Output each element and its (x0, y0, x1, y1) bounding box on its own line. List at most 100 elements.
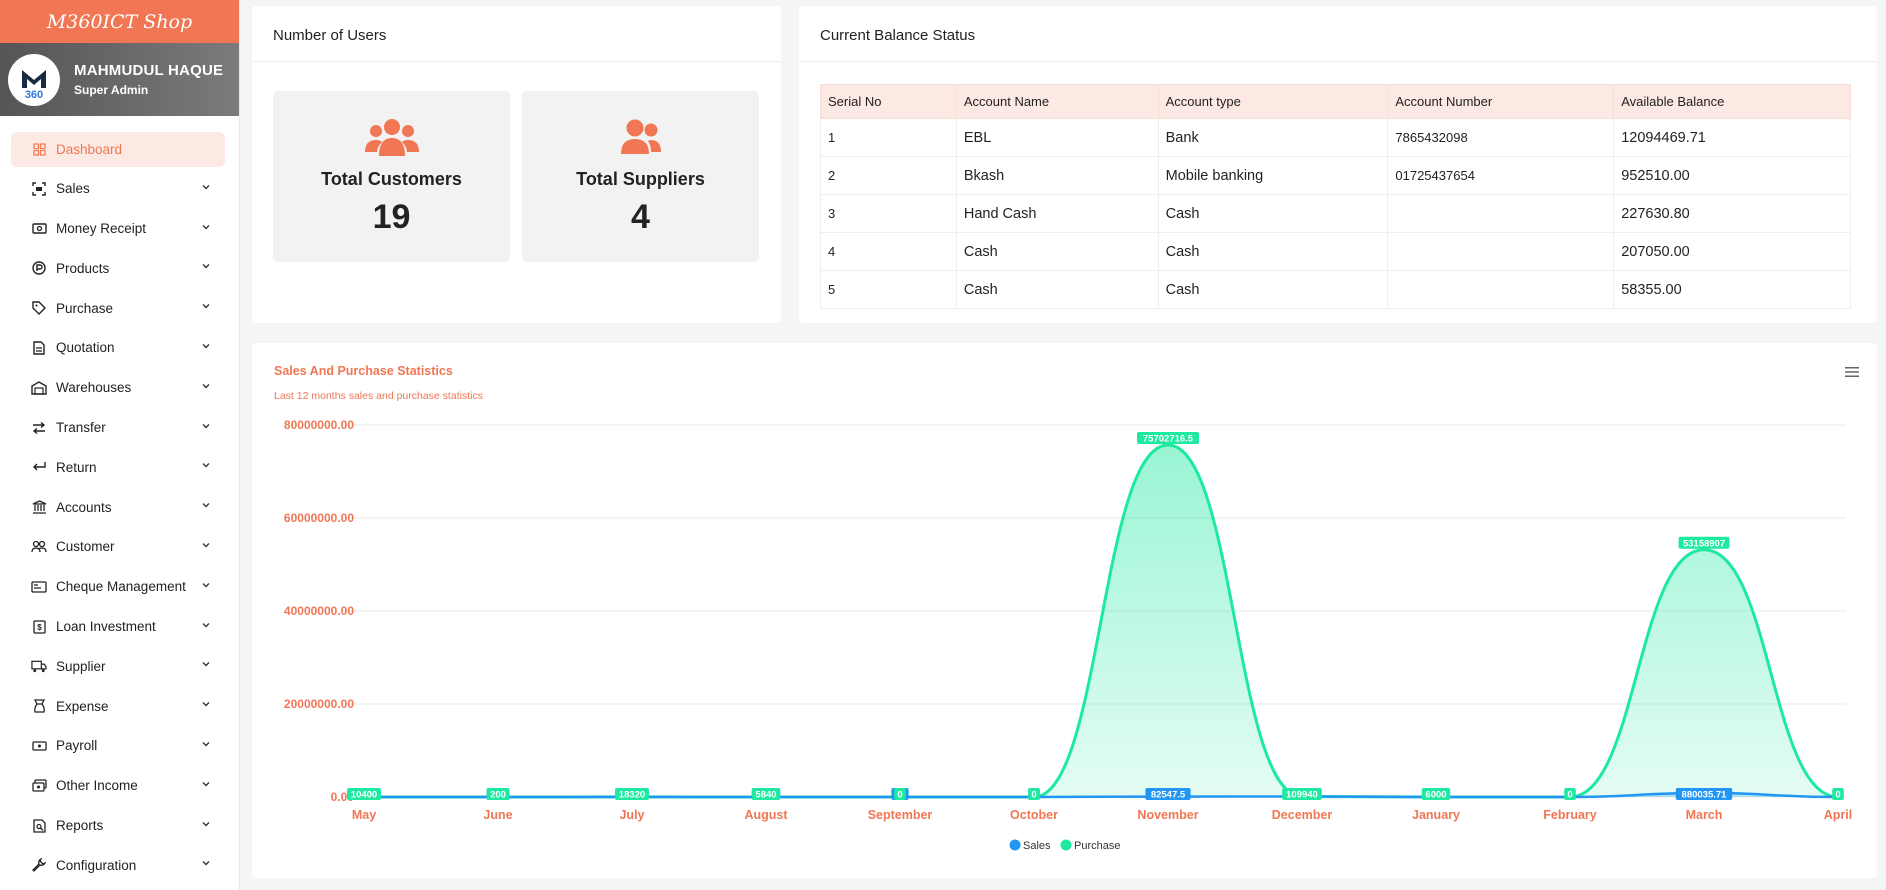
column-header: Account Name (955, 84, 1159, 119)
table-row: 5 Cash Cash 58355.00 (820, 270, 1851, 309)
sidebar-item-label: Warehouses (56, 380, 132, 396)
purchase-data-label-text: 0 (1031, 790, 1036, 801)
report-icon (31, 818, 47, 834)
users-card: Number of Users Total Customers 19 Total (252, 6, 781, 323)
table-cell (1387, 270, 1615, 309)
sidebar-item-other-income[interactable]: Other Income (11, 768, 225, 804)
sidebar-item-money-receipt[interactable]: Money Receipt (11, 211, 225, 247)
chevron-down-icon[interactable] (201, 620, 211, 630)
users-group-icon (364, 119, 419, 156)
purchase-data-label-bg (1028, 788, 1040, 800)
m360-logo-icon: 360 (13, 58, 55, 101)
sidebar-item-supplier[interactable]: Supplier (11, 648, 225, 684)
purchase-data-label-bg (1137, 431, 1199, 444)
purchase-data-label-bg (1564, 788, 1576, 800)
table-cell: 952510.00 (1613, 156, 1851, 195)
chevron-down-icon[interactable] (201, 301, 211, 311)
chart-subtitle: Last 12 months sales and purchase statis… (274, 390, 483, 402)
chevron-down-icon[interactable] (201, 739, 211, 749)
chevron-down-icon[interactable] (201, 421, 211, 431)
table-cell: Cash (955, 270, 1159, 309)
sales-line (363, 791, 1839, 799)
purchase-data-label: 109940 (1282, 788, 1322, 801)
sales-data-label-text: 5840 (755, 790, 776, 801)
total-customers-box[interactable]: Total Customers 19 (273, 91, 510, 262)
sidebar-item-purchase[interactable]: Purchase (11, 290, 225, 326)
x-tick-label: March (1686, 808, 1723, 822)
x-tick-label: July (619, 808, 644, 822)
sidebar-item-products[interactable]: Products (11, 250, 225, 286)
table-cell: Cash (955, 232, 1159, 271)
sidebar-item-configuration[interactable]: Configuration (11, 847, 225, 883)
sidebar-item-accounts[interactable]: Accounts (11, 489, 225, 525)
sidebar-item-payroll[interactable]: Payroll (11, 728, 225, 764)
x-tick-label: May (352, 808, 376, 822)
purchase-data-label: 6000 (1421, 788, 1451, 801)
table-cell: 227630.80 (1613, 194, 1851, 233)
avatar[interactable]: 360 (8, 53, 60, 106)
purchase-data-label-text: 109940 (1286, 790, 1318, 801)
chevron-down-icon[interactable] (201, 261, 211, 271)
table-row: 2 Bkash Mobile banking 01725437654 952510.00 (820, 156, 1851, 195)
sidebar-item-transfer[interactable]: Transfer (11, 410, 225, 446)
sidebar-item-label: Money Receipt (56, 221, 147, 237)
sidebar-item-reports[interactable]: Reports (11, 808, 225, 844)
chevron-down-icon[interactable] (201, 858, 211, 868)
chart-title: Sales And Purchase Statistics (274, 364, 453, 378)
balance-card: Current Balance Status Serial No Account … (799, 6, 1877, 323)
sidebar-item-customer[interactable]: Customer (11, 529, 225, 565)
sidebar-item-cheque-management[interactable]: Cheque Management (11, 569, 225, 605)
warehouse-icon (31, 380, 47, 396)
sidebar-item-return[interactable]: Return (11, 449, 225, 485)
purchase-data-label-text: 0 (1835, 790, 1840, 801)
chart-legend: Sales Purchase (1009, 839, 1120, 852)
column-header: Account Number (1387, 84, 1615, 119)
chevron-down-icon[interactable] (201, 222, 211, 232)
table-cell: EBL (955, 118, 1159, 157)
chevron-down-icon[interactable] (201, 381, 211, 391)
chevron-down-icon[interactable] (201, 341, 211, 351)
chevron-down-icon[interactable] (201, 819, 211, 829)
sidebar-item-label: Return (56, 459, 97, 475)
sidebar-item-dashboard[interactable]: Dashboard (11, 132, 225, 167)
sales-data-label-bg (891, 788, 909, 800)
purchase-data-label: 75702716.5 (1137, 431, 1199, 444)
table-cell: 7865432098 (1387, 118, 1615, 157)
document-icon (31, 340, 47, 356)
wrench-icon (31, 857, 47, 873)
sales-data-label-bg (751, 788, 781, 800)
sidebar-item-quotation[interactable]: Quotation (11, 330, 225, 366)
chevron-down-icon[interactable] (201, 580, 211, 590)
chevron-down-icon[interactable] (201, 779, 211, 789)
purchase-data-label-bg (347, 788, 381, 800)
sidebar-item-loan-investment[interactable]: $ Loan Investment (11, 609, 225, 645)
purchase-data-label: 10400 (347, 788, 381, 801)
sales-data-label-text: 880035.71 (1682, 790, 1728, 801)
purchase-data-label-bg (1832, 788, 1844, 800)
chevron-down-icon[interactable] (201, 460, 211, 470)
purchase-line (363, 443, 1839, 799)
chevron-down-icon[interactable] (201, 182, 211, 192)
chevron-down-icon[interactable] (201, 699, 211, 709)
chevron-down-icon[interactable] (201, 540, 211, 550)
sidebar-item-sales[interactable]: Sales (11, 171, 225, 207)
purchase-data-label-bg (486, 788, 510, 800)
purchase-data-label: 0 (1832, 788, 1844, 801)
brand-logo[interactable]: M360ICT Shop (0, 0, 239, 43)
chart-menu-icon[interactable] (1845, 367, 1859, 377)
sidebar-item-warehouses[interactable]: Warehouses (11, 370, 225, 406)
sales-purchase-chart: 0.00 20000000.00 40000000.00 60000000.00 800… (284, 418, 1852, 852)
total-suppliers-box[interactable]: Total Suppliers 4 (522, 91, 759, 262)
sales-data-label-bg (1028, 788, 1040, 800)
x-tick-label: October (1010, 808, 1058, 822)
purchase-area (364, 444, 1838, 797)
sidebar-item-expense[interactable]: Expense (11, 688, 225, 724)
chevron-down-icon[interactable] (201, 500, 211, 510)
chevron-down-icon[interactable] (201, 659, 211, 669)
sales-data-label: 5840 (751, 788, 781, 801)
sales-data-label-bg (486, 788, 510, 800)
y-tick-label: 40000000.00 (284, 604, 354, 618)
table-cell: 1 (820, 118, 957, 157)
purchase-data-label: 18320 (615, 788, 649, 801)
payroll-icon (31, 738, 47, 754)
